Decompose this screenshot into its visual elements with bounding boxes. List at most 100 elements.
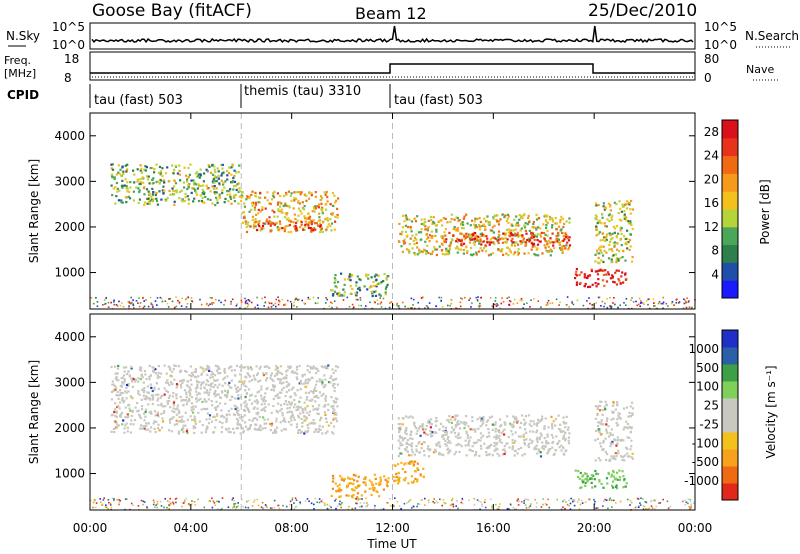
echo-cell [146, 391, 149, 394]
echo-cell [337, 489, 340, 492]
echo-cell [353, 489, 356, 492]
echo-cell [298, 202, 301, 205]
echo-cell [617, 232, 620, 235]
echo-cell [610, 307, 612, 309]
echo-cell [510, 244, 513, 247]
echo-cell [596, 437, 599, 441]
echo-cell [167, 399, 171, 403]
echo-cell [157, 393, 160, 396]
echo-cell [340, 272, 343, 275]
echo-cell [118, 401, 122, 404]
echo-cell [188, 503, 190, 505]
echo-cell [336, 213, 339, 216]
echo-cell [578, 477, 581, 480]
echo-cell [258, 390, 261, 393]
echo-cell [324, 432, 328, 435]
echo-cell [289, 194, 292, 197]
echo-cell [285, 191, 288, 195]
echo-cell [365, 305, 367, 307]
echo-cell [186, 180, 189, 183]
echo-cell [203, 201, 206, 204]
echo-cell [105, 297, 107, 299]
echo-cell [447, 452, 450, 455]
echo-cell [151, 366, 154, 369]
echo-cell [629, 233, 632, 236]
echo-cell [181, 502, 184, 504]
echo-cell [504, 214, 507, 217]
echo-cell [137, 505, 140, 507]
echo-cell [186, 297, 189, 299]
echo-cell [255, 423, 258, 426]
echo-cell [612, 469, 615, 473]
echo-cell [514, 431, 517, 434]
echo-cell [259, 196, 262, 199]
echo-cell [161, 300, 164, 303]
echo-region [443, 231, 572, 248]
echo-cell [123, 378, 126, 381]
echo-cell [224, 197, 227, 200]
echo-cell [277, 402, 280, 405]
echo-cell [648, 298, 650, 300]
echo-cell [542, 448, 545, 451]
nsky-label: N.Sky [6, 29, 40, 43]
echo-cell [409, 462, 412, 465]
echo-cell [303, 373, 306, 376]
echo-cell [206, 302, 208, 305]
echo-cell [130, 502, 133, 505]
echo-cell [333, 281, 336, 284]
echo-cell [543, 437, 546, 440]
echo-cell [277, 369, 280, 372]
echo-cell [271, 507, 273, 509]
echo-cell [426, 433, 429, 436]
echo-cell [519, 234, 522, 237]
echo-cell [124, 164, 127, 167]
echo-cell [297, 199, 300, 203]
echo-cell [147, 403, 150, 406]
echo-cell [253, 501, 255, 503]
echo-cell [282, 381, 285, 384]
echo-cell [243, 366, 246, 369]
echo-cell [143, 419, 146, 422]
echo-cell [595, 225, 598, 228]
echo-cell [255, 428, 258, 431]
echo-cell [438, 453, 441, 456]
echo-cell [272, 379, 275, 383]
echo-cell [138, 368, 142, 371]
echo-cell [93, 499, 96, 502]
echo-cell [548, 215, 552, 218]
echo-cell [277, 371, 280, 374]
echo-cell [163, 410, 166, 413]
echo-cell [479, 416, 482, 419]
echo-cell [189, 388, 192, 391]
echo-cell [610, 258, 613, 261]
echo-cell [613, 478, 616, 481]
echo-cell [559, 430, 562, 433]
echo-cell [128, 302, 131, 304]
echo-cell [287, 299, 289, 302]
echo-cell [541, 252, 544, 255]
echo-cell [142, 394, 145, 397]
echo-cell [197, 411, 200, 414]
echo-cell [503, 448, 506, 451]
echo-cell [423, 223, 426, 227]
echo-cell [605, 423, 608, 426]
echo-cell [626, 247, 629, 250]
echo-cell [178, 190, 182, 193]
echo-cell [590, 269, 593, 273]
echo-cell [425, 305, 428, 307]
echo-cell [216, 167, 219, 170]
echo-cell [418, 503, 421, 505]
echo-cell [330, 396, 333, 399]
echo-cell [200, 199, 203, 203]
echo-cell [383, 272, 386, 276]
echo-cell [453, 418, 456, 422]
echo-cell [370, 292, 374, 295]
echo-cell [283, 230, 286, 233]
echo-cell [137, 302, 139, 304]
echo-cell [425, 433, 428, 436]
echo-cell [480, 501, 482, 503]
echo-cell [659, 502, 662, 504]
echo-cell [416, 429, 419, 432]
echo-cell [279, 404, 283, 407]
echo-cell [320, 226, 323, 229]
